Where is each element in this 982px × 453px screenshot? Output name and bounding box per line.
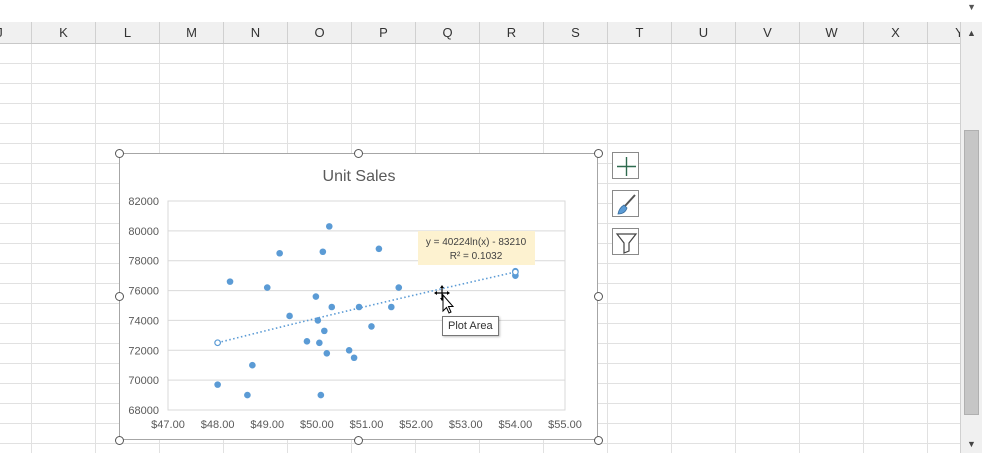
column-header-n[interactable]: N [224,22,288,43]
data-point[interactable] [375,245,383,253]
column-header-p[interactable]: P [352,22,416,43]
data-point[interactable] [249,361,256,369]
data-point[interactable] [395,284,403,291]
y-tick-label: 82000 [128,196,159,208]
data-point[interactable] [350,354,358,362]
x-tick-label: $48.00 [201,419,235,431]
resize-handle-top-left[interactable] [115,149,124,158]
chart-elements-button[interactable] [612,152,639,179]
x-tick-label: $51.00 [350,419,384,431]
data-point[interactable] [328,303,336,311]
trendline[interactable] [217,271,516,344]
y-tick-label: 78000 [128,256,159,268]
data-point[interactable] [214,381,221,388]
y-axis-tick-labels: 68000 70000 72000 74000 76000 78000 80000 82000 [128,196,159,417]
data-point[interactable] [286,312,293,320]
scroll-down-arrow-icon[interactable]: ▼ [967,439,976,449]
y-tick-label: 74000 [128,315,159,327]
trendline-r-squared: R² = 0.1032 [450,251,503,262]
column-header-l[interactable]: L [96,22,160,43]
data-point[interactable] [319,248,327,256]
resize-handle-top-right[interactable] [594,149,603,158]
resize-handle-top-middle[interactable] [354,149,363,158]
column-header-r[interactable]: R [480,22,544,43]
x-tick-label: $49.00 [250,419,284,431]
column-header-y[interactable]: Y [928,22,982,43]
x-tick-label: $54.00 [499,419,533,431]
funnel-icon [615,233,638,254]
column-header-s[interactable]: S [544,22,608,43]
move-cursor-icon [434,285,455,314]
data-point[interactable] [355,303,363,311]
chart-title[interactable]: Unit Sales [323,168,396,185]
trendline-endpoint-handle[interactable] [214,339,222,347]
data-points[interactable] [214,223,519,399]
data-point[interactable] [226,278,234,285]
column-header-m[interactable]: M [160,22,224,43]
scroll-up-arrow-icon[interactable]: ▲ [967,28,976,38]
column-header-j[interactable]: J [0,22,32,43]
paintbrush-icon [617,194,636,215]
data-point[interactable] [314,317,322,324]
x-tick-label: $53.00 [449,419,483,431]
column-header-u[interactable]: U [672,22,736,43]
y-tick-label: 76000 [128,286,159,298]
resize-handle-middle-left[interactable] [115,292,124,301]
column-header-o[interactable]: O [288,22,352,43]
data-point[interactable] [244,391,251,399]
y-tick-label: 68000 [128,405,159,417]
column-header-x[interactable]: X [864,22,928,43]
chart-svg: Unit Sales 68000 70000 72000 74000 76000 7800… [128,168,582,431]
vertical-scrollbar[interactable]: ▲ ▼ [960,22,982,453]
resize-handle-bottom-middle[interactable] [354,436,363,445]
x-tick-label: $52.00 [399,419,433,431]
gridlines [168,200,565,411]
scrollbar-thumb[interactable] [964,130,979,415]
column-header-k[interactable]: K [32,22,96,43]
chart-filters-button[interactable] [612,228,639,255]
data-point[interactable] [312,293,320,300]
x-tick-label: $50.00 [300,419,334,431]
plus-icon [617,157,636,176]
data-point[interactable] [323,349,331,357]
plot-area-tooltip: Plot Area [442,316,499,336]
trendline-label[interactable]: y = 40224ln(x) - 83210 R² = 0.1032 [418,231,535,265]
resize-handle-middle-right[interactable] [594,292,603,301]
x-tick-label: $47.00 [151,419,185,431]
trendline-equation: y = 40224ln(x) - 83210 [426,237,527,248]
trendline-endpoint-handle[interactable] [511,268,519,276]
x-axis-tick-labels: $47.00 $48.00 $49.00 $50.00 $51.00 $52.00 $53.… [151,419,582,431]
formula-bar-strip: ▼ [0,0,982,23]
data-point[interactable] [316,339,323,347]
data-point[interactable] [321,327,328,335]
column-header-row: JKLMNOPQRSTUVWXY [0,22,964,44]
column-header-t[interactable]: T [608,22,672,43]
data-point[interactable] [388,303,395,311]
data-point[interactable] [317,391,325,399]
resize-handle-bottom-left[interactable] [115,436,124,445]
data-point[interactable] [263,284,271,291]
data-point[interactable] [276,249,283,257]
data-point[interactable] [303,338,311,345]
column-header-v[interactable]: V [736,22,800,43]
resize-handle-bottom-right[interactable] [594,436,603,445]
chevron-down-icon[interactable]: ▼ [967,2,976,12]
data-point[interactable] [368,323,375,330]
column-header-w[interactable]: W [800,22,864,43]
chart-area[interactable]: Unit Sales 68000 70000 72000 74000 76000 7800… [119,153,598,440]
x-tick-label: $55.00 [548,419,582,431]
y-tick-label: 70000 [128,375,159,387]
data-point[interactable] [345,346,353,354]
y-tick-label: 80000 [128,226,159,238]
y-tick-label: 72000 [128,345,159,357]
column-header-q[interactable]: Q [416,22,480,43]
data-point[interactable] [325,223,333,230]
chart-styles-button[interactable] [612,190,639,217]
